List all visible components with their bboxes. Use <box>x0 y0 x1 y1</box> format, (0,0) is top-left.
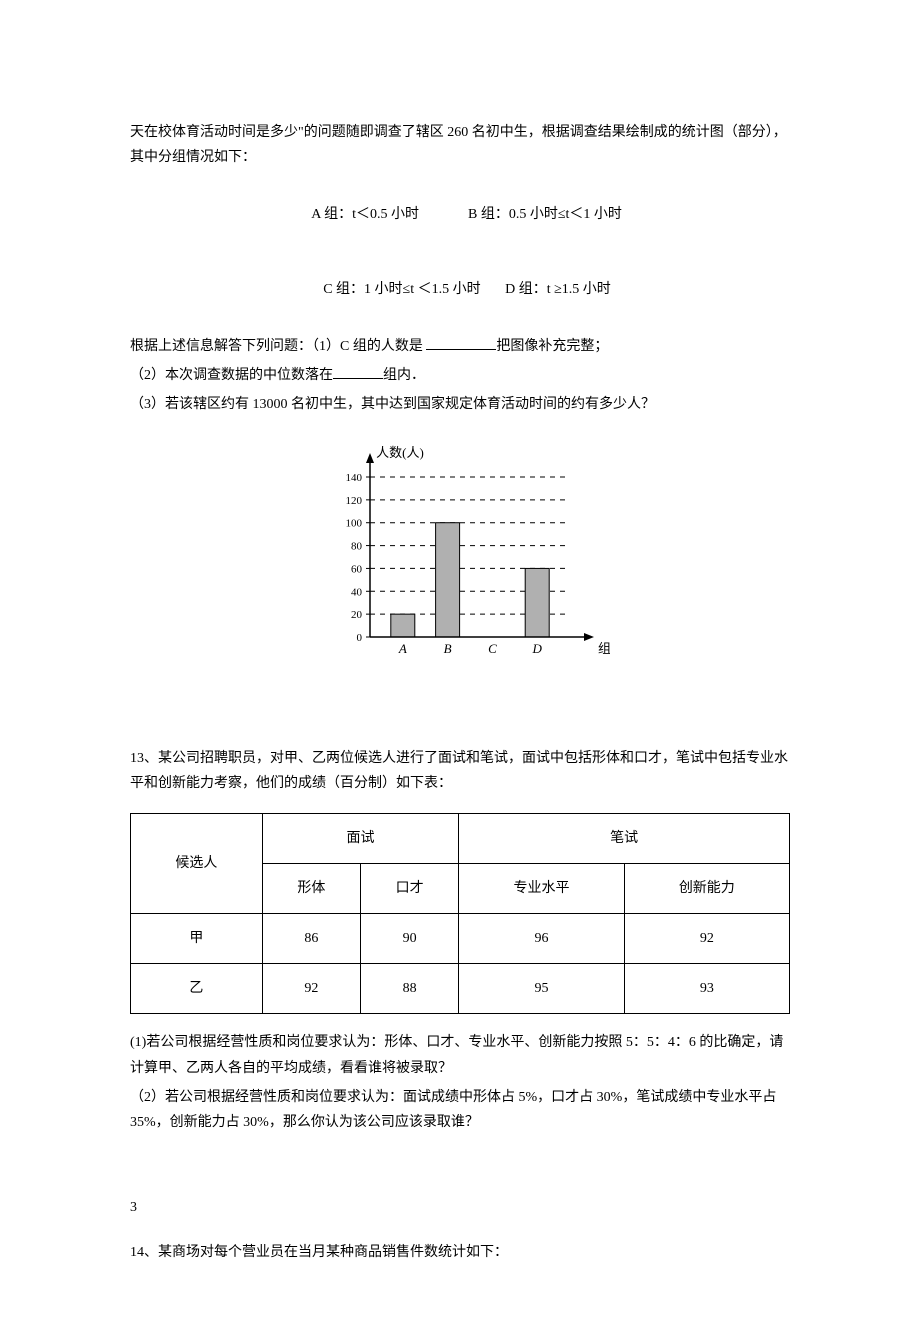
svg-text:0: 0 <box>357 632 363 644</box>
q12-bar-chart: 人数(人) 0 20 40 60 80 100 120 140 A B C D 组别 <box>310 437 610 677</box>
q13-sub2: （2）若公司根据经营性质和岗位要求认为：面试成绩中形体占 5%，口才占 30%，… <box>130 1085 790 1135</box>
svg-text:40: 40 <box>351 586 363 598</box>
svg-text:20: 20 <box>351 609 363 621</box>
q12-sub2: （2）本次调查数据的中位数落在组内． <box>130 363 790 388</box>
th-written: 笔试 <box>459 813 790 863</box>
table-row: 乙 92 88 95 93 <box>131 964 790 1014</box>
table-row: 甲 86 90 96 92 <box>131 914 790 964</box>
th-pro: 专业水平 <box>459 863 624 913</box>
q12-sub1: 根据上述信息解答下列问题：（1）C 组的人数是 把图像补充完整； <box>130 334 790 359</box>
svg-text:D: D <box>532 641 543 656</box>
q13-table: 候选人 面试 笔试 形体 口才 专业水平 创新能力 甲 86 90 96 92 … <box>130 813 790 1015</box>
svg-text:组别: 组别 <box>598 641 610 656</box>
q13-sub1: (1)若公司根据经营性质和岗位要求认为：形体、口才、专业水平、创新能力按照 5：… <box>130 1030 790 1080</box>
q12-groups: A 组：t＜0.5 小时 B 组：0.5 小时≤t＜1 小时 C 组：1 小时≤… <box>130 176 790 327</box>
svg-text:80: 80 <box>351 541 363 553</box>
group-b: B 组：0.5 小时≤t＜1 小时 <box>468 207 622 222</box>
svg-text:C: C <box>488 641 497 656</box>
svg-text:B: B <box>444 641 452 656</box>
q13-intro: 13、某公司招聘职员，对甲、乙两位候选人进行了面试和笔试，面试中包括形体和口才，… <box>130 746 790 796</box>
svg-text:120: 120 <box>346 495 363 507</box>
group-a: A 组：t＜0.5 小时 <box>311 207 419 222</box>
th-form: 形体 <box>262 863 360 913</box>
q12-intro: 天在校体育活动时间是多少"的问题随即调查了辖区 260 名初中生，根据调查结果绘… <box>130 120 790 170</box>
group-d: D 组：t ≥1.5 小时 <box>505 282 611 297</box>
th-interview: 面试 <box>262 813 459 863</box>
th-candidate: 候选人 <box>131 813 263 913</box>
blank-c-count <box>426 336 496 350</box>
q12-sub3: （3）若该辖区约有 13000 名初中生，其中达到国家规定体育活动时间的约有多少… <box>130 392 790 417</box>
q14-text: 14、某商场对每个营业员在当月某种商品销售件数统计如下： <box>130 1240 790 1265</box>
svg-text:140: 140 <box>346 472 363 484</box>
group-c: C 组：1 小时≤t ＜1.5 小时 <box>323 282 480 297</box>
svg-text:100: 100 <box>346 518 363 530</box>
th-innov: 创新能力 <box>624 863 789 913</box>
svg-text:A: A <box>398 641 407 656</box>
svg-text:60: 60 <box>351 563 363 575</box>
blank-median-group <box>333 365 383 379</box>
th-speech: 口才 <box>361 863 459 913</box>
svg-text:人数(人): 人数(人) <box>376 445 424 460</box>
page-number: 3 <box>130 1195 790 1220</box>
